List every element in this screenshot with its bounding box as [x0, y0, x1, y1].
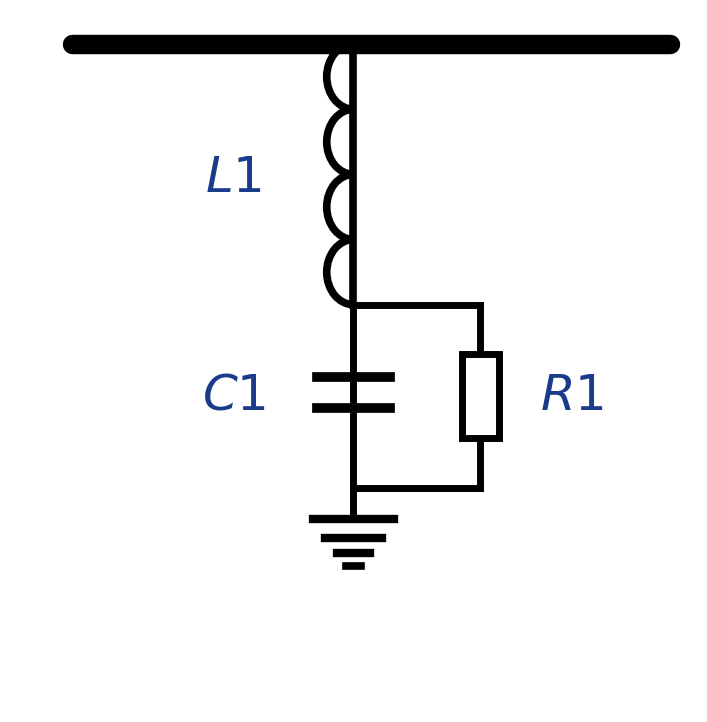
Text: $\mathit{L}$$\mathrm{1}$: $\mathit{L}$$\mathrm{1}$ [205, 153, 262, 203]
Bar [462, 354, 498, 438]
Text: $\mathit{R}$$\mathrm{1}$: $\mathit{R}$$\mathrm{1}$ [540, 372, 604, 421]
Text: $\mathit{C}$$\mathrm{1}$: $\mathit{C}$$\mathrm{1}$ [201, 372, 266, 421]
